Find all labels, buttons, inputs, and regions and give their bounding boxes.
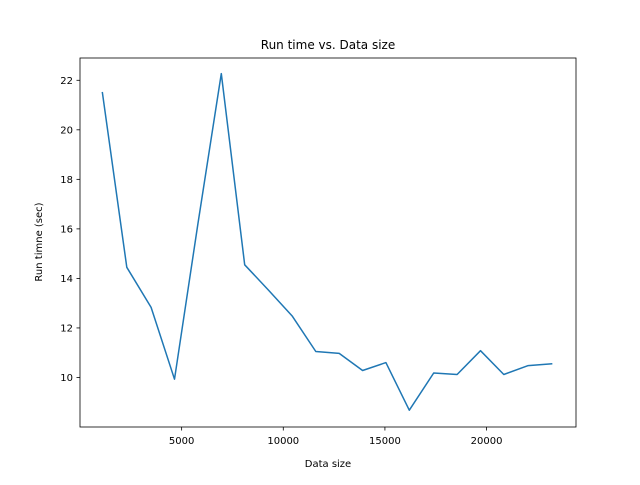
x-axis-ticks: 5000 10000 15000 20000 [169, 427, 503, 447]
y-tick-label: 14 [60, 274, 73, 285]
chart-title: Run time vs. Data size [261, 38, 395, 52]
x-tick-label: 20000 [471, 436, 503, 447]
y-axis-label: Run timne (sec) [34, 202, 45, 281]
y-tick-label: 22 [60, 76, 73, 87]
y-axis-ticks: 10 12 14 16 18 20 22 [60, 76, 80, 384]
y-tick-label: 16 [60, 224, 73, 235]
y-tick-label: 10 [60, 373, 73, 384]
x-tick-label: 15000 [369, 436, 401, 447]
y-tick-label: 12 [60, 323, 73, 334]
y-tick-label: 20 [60, 125, 73, 136]
x-tick-label: 5000 [169, 436, 194, 447]
x-tick-label: 10000 [267, 436, 299, 447]
y-tick-label: 18 [60, 175, 73, 186]
x-axis-label: Data size [305, 459, 351, 470]
